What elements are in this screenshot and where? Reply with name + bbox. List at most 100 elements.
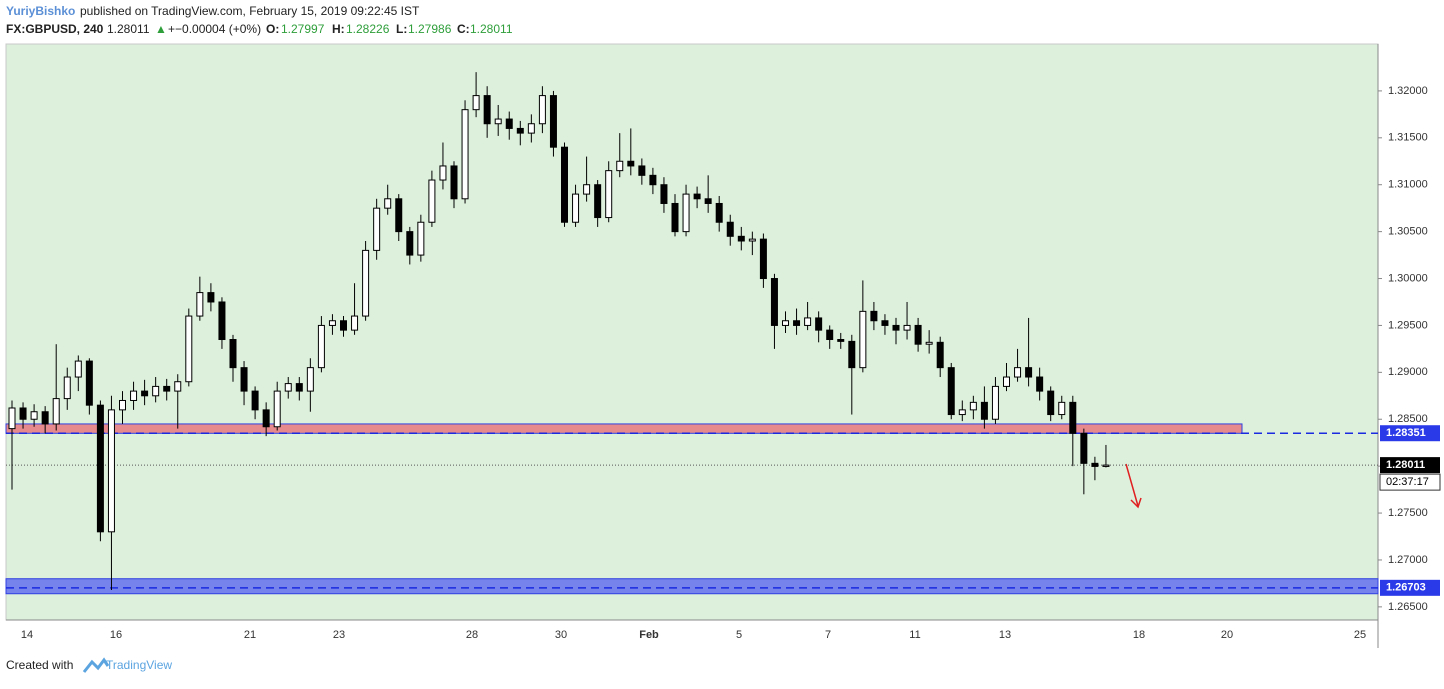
low-label: L: (396, 22, 407, 36)
candle-body (726, 221, 734, 237)
candle-body (119, 399, 126, 411)
x-tick-label: 5 (736, 629, 742, 641)
x-tick-label: 21 (244, 629, 256, 641)
candle-body (351, 315, 359, 331)
candle-body (295, 383, 303, 392)
logo (82, 657, 110, 673)
candle-body (439, 165, 447, 181)
candle-body (395, 198, 403, 233)
candle-body (748, 238, 756, 242)
candle-body (1047, 390, 1055, 416)
high-label: H: (332, 22, 345, 36)
y-tick-label: 1.28500 (1388, 413, 1428, 425)
candle-body (494, 118, 502, 125)
candle-body (991, 385, 999, 420)
close-label: C: (457, 22, 470, 36)
candle-body (273, 390, 281, 428)
x-tick-label: 23 (333, 629, 345, 641)
candle-body (74, 360, 82, 378)
y-tick-label: 1.27500 (1388, 507, 1428, 519)
candle-body (892, 324, 900, 331)
candle-body (671, 202, 679, 233)
candle-body (505, 118, 513, 129)
candle-body (693, 193, 701, 200)
plot-area (5, 43, 1379, 621)
candle-body (317, 324, 325, 369)
candle-body (1091, 462, 1099, 467)
candle-body (737, 235, 745, 242)
candle-body (660, 184, 668, 204)
candle-body (1102, 464, 1110, 467)
x-tick-label: 25 (1354, 629, 1366, 641)
candle-body (936, 341, 944, 369)
candle-body (682, 193, 690, 233)
footer-brand: TradingView (106, 658, 172, 672)
candle-body (980, 401, 988, 420)
candle-body (605, 170, 613, 219)
change: +−0.00004 (+0%) (168, 22, 261, 36)
last-price: 1.28011 (107, 22, 150, 36)
candle-body (107, 409, 115, 533)
candle-body (328, 320, 336, 326)
candle-body (163, 385, 171, 392)
candle-body (538, 95, 546, 125)
candle-body (638, 165, 646, 176)
candle-body (870, 310, 878, 322)
candle-body (30, 411, 38, 420)
arrow-annotation (1125, 463, 1142, 509)
candle-body (284, 383, 292, 392)
candle-body (837, 339, 845, 342)
candle-body (770, 278, 778, 326)
y-tick-label: 1.29500 (1388, 319, 1428, 331)
candle-body (793, 320, 801, 326)
candle-body (759, 238, 767, 280)
symbol: FX:GBPUSD, 240 (6, 22, 104, 36)
candle-body (859, 310, 867, 369)
candle-body (616, 160, 624, 172)
low-value: 1.27986 (408, 22, 452, 36)
candle-body (1025, 367, 1033, 378)
candle-body (649, 174, 657, 186)
candle-body (41, 411, 49, 425)
price-label-bg (1380, 457, 1440, 474)
candle-body (19, 407, 27, 420)
x-tick-label: 28 (466, 629, 478, 641)
candle-body (130, 390, 138, 401)
candle-body (1036, 376, 1044, 392)
candle-body (1003, 376, 1010, 387)
candle-body (218, 301, 226, 341)
zone (5, 423, 1243, 434)
candle-body (947, 367, 955, 416)
y-tick-label: 1.30000 (1388, 272, 1428, 284)
open-value: 1.27997 (281, 22, 325, 36)
high-value: 1.28226 (346, 22, 390, 36)
candle-body (583, 184, 591, 195)
x-tick-label: 13 (999, 629, 1011, 641)
y-tick-label: 1.29000 (1388, 366, 1428, 378)
candle-body (384, 198, 392, 209)
x-tick-label: 18 (1133, 629, 1145, 641)
candle-body (925, 341, 933, 345)
candle-body (881, 320, 889, 326)
y-tick-label: 1.31500 (1388, 132, 1428, 144)
candle-body (262, 409, 270, 428)
y-tick-label: 1.30500 (1388, 226, 1428, 238)
countdown: 02:37:17 (1386, 476, 1429, 488)
candle-body (704, 198, 712, 204)
candle-body (969, 401, 977, 411)
open-label: O: (266, 22, 279, 36)
countdown-bg (1379, 473, 1441, 491)
candle-body (450, 165, 458, 200)
x-tick-label: 16 (110, 629, 122, 641)
candle-body (96, 404, 104, 533)
candle-body (8, 407, 16, 430)
candle-body (417, 221, 425, 256)
zone (5, 578, 1379, 595)
candle-body (483, 95, 491, 125)
candle-body (715, 202, 723, 223)
candle-body (826, 329, 834, 341)
footer-created: Created with (6, 658, 73, 672)
candle-body (185, 315, 193, 383)
candle-body (527, 123, 535, 134)
